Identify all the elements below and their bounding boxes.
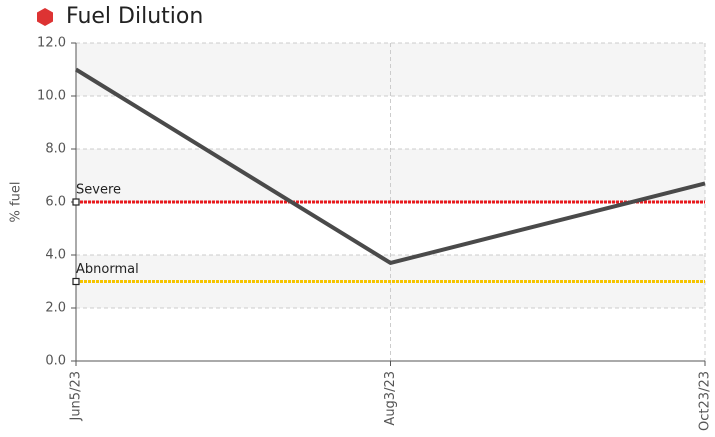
y-tick-label: 0.0 xyxy=(45,354,66,369)
chart-title: Fuel Dilution xyxy=(66,4,203,29)
threshold-marker xyxy=(72,198,80,206)
y-tick-label: 8.0 xyxy=(45,142,66,157)
threshold-label: Abnormal xyxy=(76,262,139,277)
title-icon xyxy=(37,8,53,26)
data-line xyxy=(74,67,706,265)
y-tick-label: 2.0 xyxy=(45,301,66,316)
threshold-label: Severe xyxy=(76,183,121,198)
x-tick-label: Aug3/23 xyxy=(383,371,398,426)
y-tick-label: 6.0 xyxy=(45,195,66,210)
y-axis-label: % fuel xyxy=(9,182,24,223)
y-tick-label: 4.0 xyxy=(45,248,66,263)
x-tick-label: Jun5/23 xyxy=(69,371,84,422)
x-tick-label: Oct23/23 xyxy=(698,371,713,431)
threshold-marker xyxy=(72,277,80,286)
y-tick-label: 12.0 xyxy=(37,36,66,51)
y-tick-label: 10.0 xyxy=(37,89,66,104)
